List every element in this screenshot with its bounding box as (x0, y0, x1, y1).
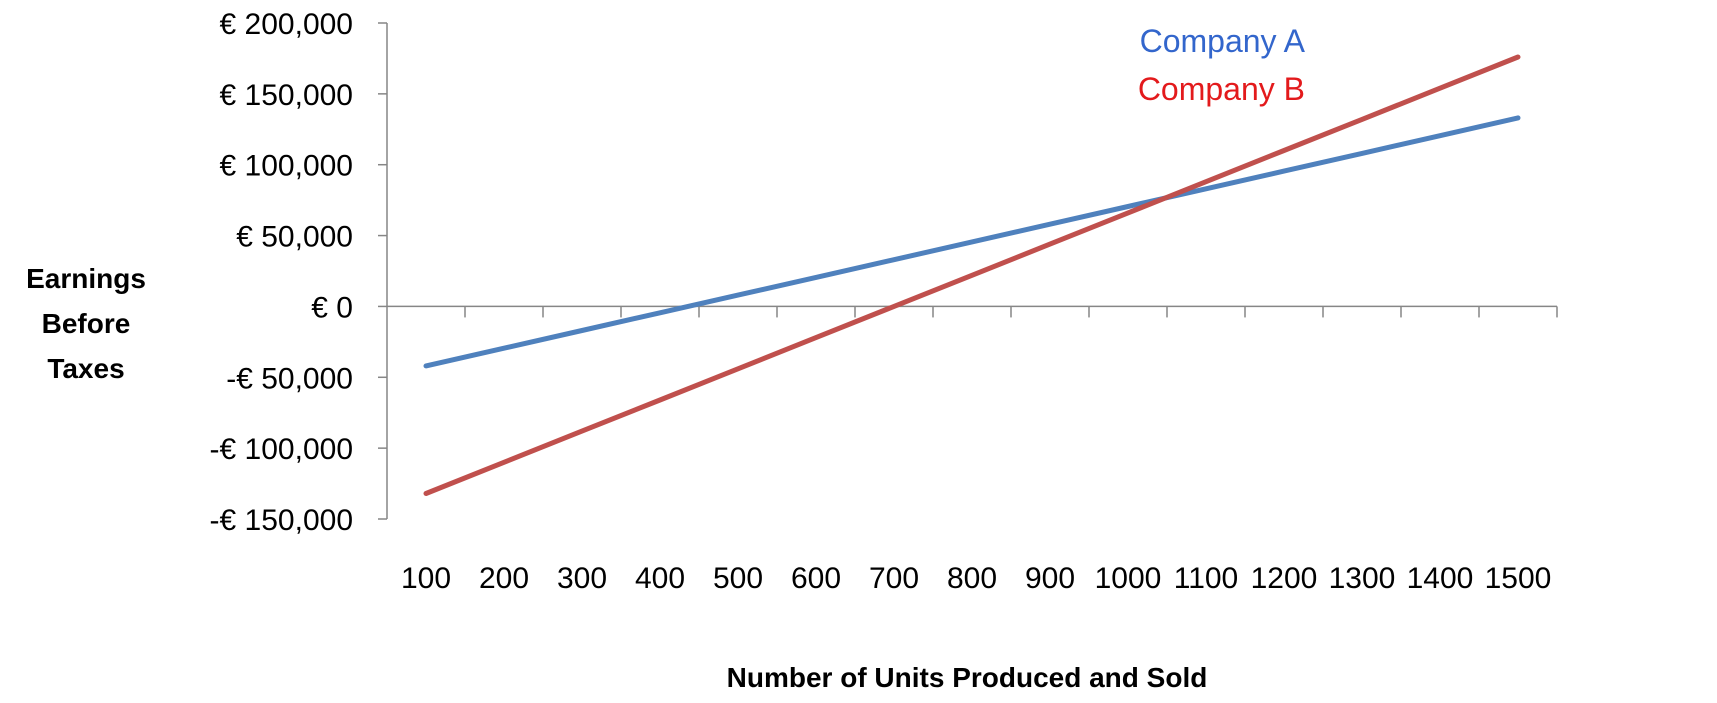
y-tick-label: € 50,000 (236, 221, 353, 254)
x-tick-label: 1400 (1407, 562, 1474, 595)
y-axis-title-line: Before (42, 308, 131, 339)
x-tick-label: 200 (479, 562, 529, 595)
series-lines (423, 54, 1521, 496)
x-tick-label: 400 (635, 562, 685, 595)
y-tick-label: -€ 100,000 (210, 433, 353, 466)
axes (378, 22, 1558, 520)
x-tick-label: 600 (791, 562, 841, 595)
legend-label-company-b: Company B (1138, 71, 1305, 107)
y-axis-title-line: Earnings (26, 263, 146, 294)
y-axis-tick-labels: € 200,000 € 150,000 € 100,000 € 50,000 € 0 -€… (210, 8, 353, 537)
y-tick-label: € 0 (311, 291, 353, 324)
x-tick-label: 1100 (1174, 562, 1239, 595)
y-tick-label: € 200,000 (220, 8, 353, 41)
x-tick-label: 1300 (1329, 562, 1396, 595)
y-tick-label: -€ 50,000 (226, 362, 353, 395)
x-tick-label: 300 (557, 562, 607, 595)
x-axis-tick-labels: 100 200 300 400 500 600 700 800 900 1000 1100 1200 1… (401, 562, 1551, 595)
y-tick-label: € 150,000 (220, 79, 353, 112)
x-tick-label: 700 (869, 562, 919, 595)
series-line-company-a (423, 115, 1521, 369)
x-tick-label: 100 (401, 562, 451, 595)
x-tick-label: 1200 (1251, 562, 1318, 595)
y-axis-title: Earnings Before Taxes (26, 263, 146, 384)
legend: Company A Company B (1138, 23, 1306, 107)
x-tick-label: 500 (713, 562, 763, 595)
x-tick-label: 900 (1025, 562, 1075, 595)
x-tick-label: 1500 (1485, 562, 1552, 595)
x-tick-label: 1000 (1095, 562, 1162, 595)
y-tick-label: € 100,000 (220, 150, 353, 183)
series-line-company-b (423, 54, 1521, 496)
y-tick-label: -€ 150,000 (210, 504, 353, 537)
y-axis-title-line: Taxes (47, 353, 124, 384)
x-axis-title: Number of Units Produced and Sold (727, 662, 1208, 693)
x-tick-label: 800 (947, 562, 997, 595)
legend-label-company-a: Company A (1140, 23, 1306, 59)
